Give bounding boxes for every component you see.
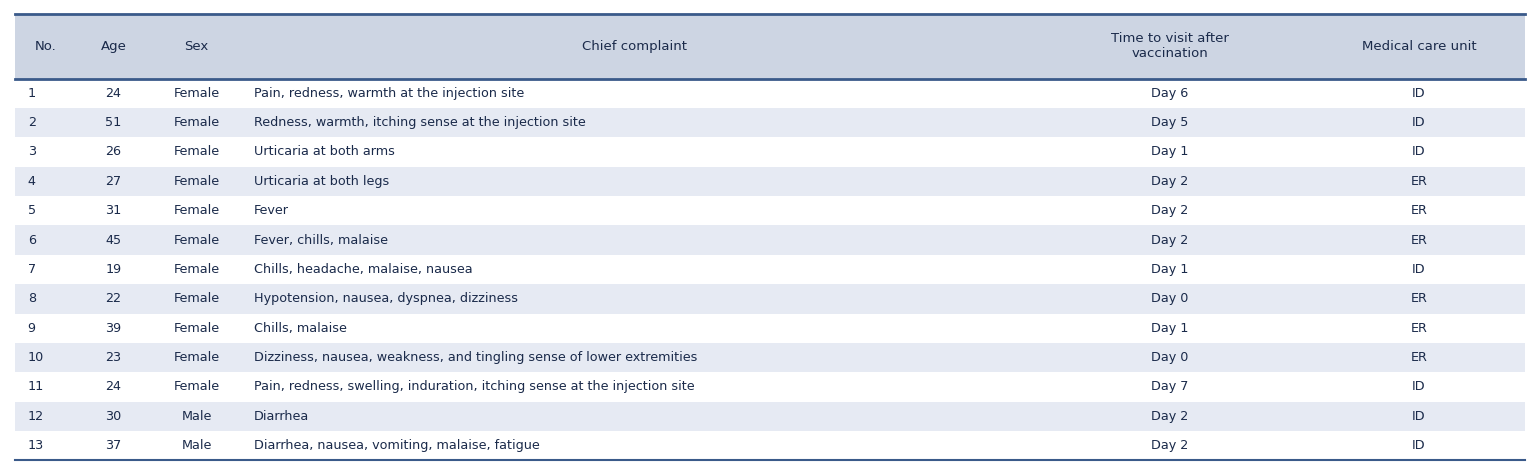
Text: 26: 26 (106, 146, 122, 159)
Text: Female: Female (174, 263, 220, 276)
Text: 11: 11 (28, 380, 45, 393)
Text: 39: 39 (105, 322, 122, 335)
Text: ID: ID (1412, 146, 1426, 159)
Bar (15, 372, 1525, 402)
Text: ID: ID (1412, 439, 1426, 452)
Text: Diarrhea, nausea, vomiting, malaise, fatigue: Diarrhea, nausea, vomiting, malaise, fat… (254, 439, 541, 452)
Text: Chills, malaise: Chills, malaise (254, 322, 346, 335)
Bar (15, 402, 1525, 431)
Bar (15, 79, 1525, 108)
Text: Female: Female (174, 351, 220, 364)
Text: 31: 31 (105, 204, 122, 217)
Text: 51: 51 (105, 116, 122, 129)
Text: Day 0: Day 0 (1152, 351, 1189, 364)
Text: ER: ER (1411, 233, 1428, 246)
Text: 45: 45 (105, 233, 122, 246)
Text: ID: ID (1412, 380, 1426, 393)
Text: Dizziness, nausea, weakness, and tingling sense of lower extremities: Dizziness, nausea, weakness, and tinglin… (254, 351, 698, 364)
Text: 12: 12 (28, 410, 43, 423)
Text: 8: 8 (28, 292, 35, 306)
Text: Chills, headache, malaise, nausea: Chills, headache, malaise, nausea (254, 263, 473, 276)
Bar (15, 313, 1525, 343)
Bar (15, 255, 1525, 284)
Text: Fever, chills, malaise: Fever, chills, malaise (254, 233, 388, 246)
Text: 7: 7 (28, 263, 35, 276)
Bar (15, 226, 1525, 255)
Text: Female: Female (174, 175, 220, 188)
Text: 30: 30 (105, 410, 122, 423)
Bar (15, 166, 1525, 196)
Text: Day 2: Day 2 (1152, 204, 1189, 217)
Text: 1: 1 (28, 87, 35, 100)
Text: Day 1: Day 1 (1152, 322, 1189, 335)
Text: Urticaria at both arms: Urticaria at both arms (254, 146, 394, 159)
Text: Urticaria at both legs: Urticaria at both legs (254, 175, 390, 188)
Bar (15, 343, 1525, 372)
Text: 9: 9 (28, 322, 35, 335)
Text: Medical care unit: Medical care unit (1361, 40, 1477, 53)
Text: Day 7: Day 7 (1152, 380, 1189, 393)
Text: Male: Male (182, 439, 211, 452)
Text: Day 2: Day 2 (1152, 439, 1189, 452)
Text: ID: ID (1412, 410, 1426, 423)
Text: Male: Male (182, 410, 211, 423)
Text: 19: 19 (105, 263, 122, 276)
Text: Female: Female (174, 204, 220, 217)
Text: 2: 2 (28, 116, 35, 129)
Text: 10: 10 (28, 351, 45, 364)
Text: Pain, redness, warmth at the injection site: Pain, redness, warmth at the injection s… (254, 87, 524, 100)
Text: 6: 6 (28, 233, 35, 246)
Text: ER: ER (1411, 351, 1428, 364)
Text: Day 1: Day 1 (1152, 146, 1189, 159)
Text: 27: 27 (105, 175, 122, 188)
Bar (15, 108, 1525, 137)
Text: Day 2: Day 2 (1152, 410, 1189, 423)
Text: Sex: Sex (185, 40, 208, 53)
Text: ID: ID (1412, 116, 1426, 129)
Text: Fever: Fever (254, 204, 290, 217)
Text: No.: No. (35, 40, 57, 53)
Bar (15, 431, 1525, 460)
Text: ER: ER (1411, 204, 1428, 217)
Text: 23: 23 (105, 351, 122, 364)
Text: Pain, redness, swelling, induration, itching sense at the injection site: Pain, redness, swelling, induration, itc… (254, 380, 695, 393)
Text: Female: Female (174, 380, 220, 393)
Text: Female: Female (174, 322, 220, 335)
Text: Female: Female (174, 87, 220, 100)
Text: ER: ER (1411, 292, 1428, 306)
Bar (15, 196, 1525, 226)
Text: Day 5: Day 5 (1152, 116, 1189, 129)
Text: Time to visit after
vaccination: Time to visit after vaccination (1110, 32, 1229, 60)
Text: Day 0: Day 0 (1152, 292, 1189, 306)
Text: 3: 3 (28, 146, 35, 159)
Text: ER: ER (1411, 175, 1428, 188)
Bar (15, 137, 1525, 166)
Text: Chief complaint: Chief complaint (582, 40, 687, 53)
Bar (15, 14, 1525, 79)
Text: 22: 22 (106, 292, 122, 306)
Text: 24: 24 (106, 380, 122, 393)
Text: 4: 4 (28, 175, 35, 188)
Text: Day 1: Day 1 (1152, 263, 1189, 276)
Text: ID: ID (1412, 87, 1426, 100)
Text: Diarrhea: Diarrhea (254, 410, 310, 423)
Text: Female: Female (174, 233, 220, 246)
Text: Day 6: Day 6 (1152, 87, 1189, 100)
Text: 37: 37 (105, 439, 122, 452)
Text: Redness, warmth, itching sense at the injection site: Redness, warmth, itching sense at the in… (254, 116, 585, 129)
Text: Day 2: Day 2 (1152, 175, 1189, 188)
Text: Female: Female (174, 292, 220, 306)
Bar (15, 284, 1525, 313)
Text: Hypotension, nausea, dyspnea, dizziness: Hypotension, nausea, dyspnea, dizziness (254, 292, 517, 306)
Text: ER: ER (1411, 322, 1428, 335)
Text: Female: Female (174, 116, 220, 129)
Text: Day 2: Day 2 (1152, 233, 1189, 246)
Text: 24: 24 (106, 87, 122, 100)
Text: ID: ID (1412, 263, 1426, 276)
Text: Age: Age (100, 40, 126, 53)
Text: 13: 13 (28, 439, 45, 452)
Text: Female: Female (174, 146, 220, 159)
Text: 5: 5 (28, 204, 35, 217)
